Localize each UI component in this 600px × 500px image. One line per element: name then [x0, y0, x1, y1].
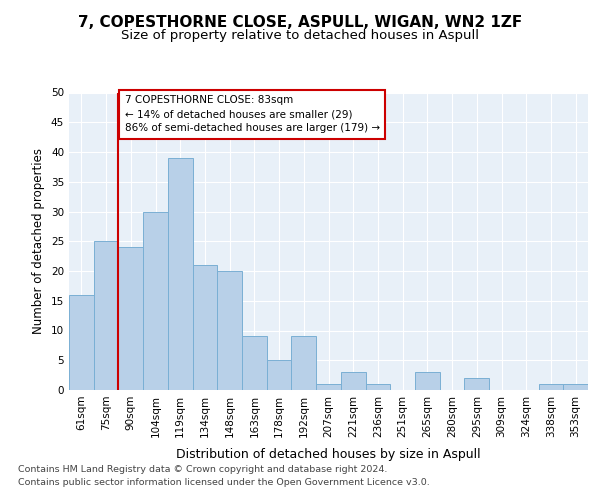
- Bar: [168, 158, 193, 390]
- Bar: [464, 378, 489, 390]
- Bar: [267, 360, 292, 390]
- Bar: [292, 336, 316, 390]
- Text: Contains HM Land Registry data © Crown copyright and database right 2024.: Contains HM Land Registry data © Crown c…: [18, 466, 388, 474]
- Y-axis label: Number of detached properties: Number of detached properties: [32, 148, 46, 334]
- Bar: [242, 336, 267, 390]
- Bar: [118, 247, 143, 390]
- Bar: [316, 384, 341, 390]
- Bar: [341, 372, 365, 390]
- Bar: [69, 295, 94, 390]
- Bar: [193, 265, 217, 390]
- Bar: [94, 242, 118, 390]
- Bar: [539, 384, 563, 390]
- Text: Size of property relative to detached houses in Aspull: Size of property relative to detached ho…: [121, 28, 479, 42]
- Bar: [217, 271, 242, 390]
- X-axis label: Distribution of detached houses by size in Aspull: Distribution of detached houses by size …: [176, 448, 481, 461]
- Text: 7 COPESTHORNE CLOSE: 83sqm
← 14% of detached houses are smaller (29)
86% of semi: 7 COPESTHORNE CLOSE: 83sqm ← 14% of deta…: [125, 96, 380, 134]
- Bar: [563, 384, 588, 390]
- Text: 7, COPESTHORNE CLOSE, ASPULL, WIGAN, WN2 1ZF: 7, COPESTHORNE CLOSE, ASPULL, WIGAN, WN2…: [78, 15, 522, 30]
- Text: Contains public sector information licensed under the Open Government Licence v3: Contains public sector information licen…: [18, 478, 430, 487]
- Bar: [365, 384, 390, 390]
- Bar: [143, 212, 168, 390]
- Bar: [415, 372, 440, 390]
